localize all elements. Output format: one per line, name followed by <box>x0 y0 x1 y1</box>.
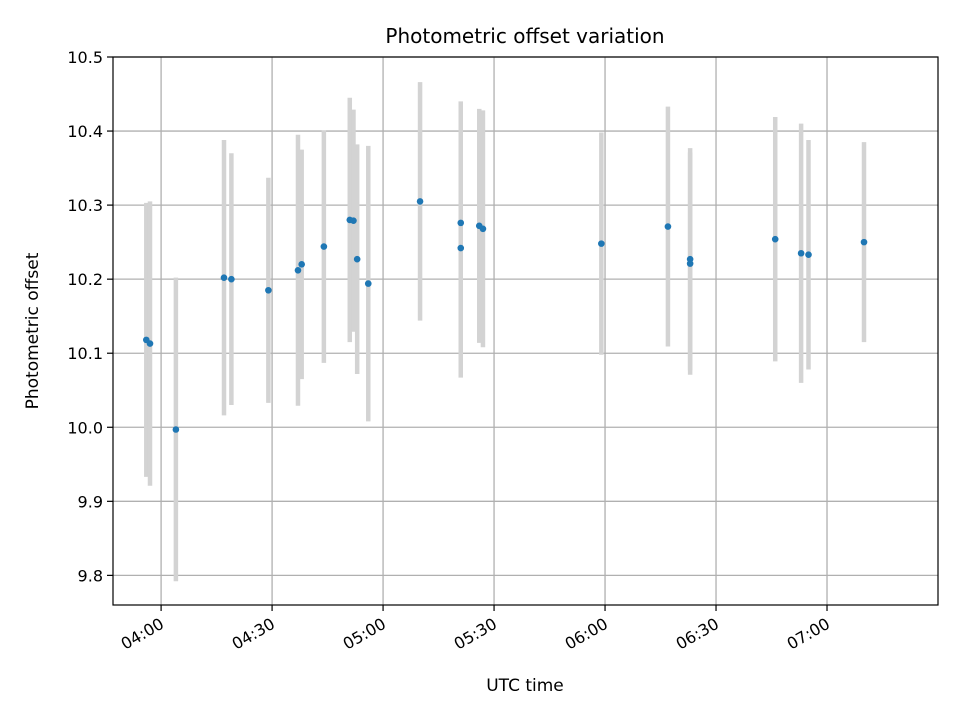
data-point <box>664 223 672 230</box>
plot-area <box>113 57 938 605</box>
data-point <box>805 251 812 259</box>
data-point <box>320 243 328 250</box>
data-point <box>364 280 372 287</box>
y-tick-label: 10.0 <box>67 418 103 437</box>
data-point <box>457 244 465 252</box>
data-point <box>298 261 305 268</box>
y-tick-label: 10.2 <box>67 270 103 289</box>
data-point <box>265 286 272 294</box>
y-tick-label: 10.1 <box>67 344 103 363</box>
data-point <box>172 426 180 433</box>
data-point <box>146 340 154 347</box>
y-axis-title: Photometric offset <box>23 252 43 409</box>
y-axis: 9.8 9.9 10.0 10.1 10.2 10.3 10.4 10.5 <box>67 48 113 585</box>
data-point <box>350 217 357 224</box>
data-point <box>294 266 302 274</box>
data-points <box>142 198 868 433</box>
data-point <box>416 198 424 205</box>
plot-frame <box>112 56 939 606</box>
x-axis-title: UTC time <box>486 676 564 696</box>
data-point <box>771 235 779 243</box>
data-point <box>479 225 487 233</box>
y-tick-label: 10.3 <box>67 196 103 215</box>
data-point <box>457 219 465 227</box>
y-tick-label: 10.5 <box>67 48 103 67</box>
data-point <box>228 275 235 283</box>
y-tick-label: 10.4 <box>67 122 103 141</box>
chart-title: Photometric offset variation <box>385 24 664 48</box>
y-tick-label: 9.9 <box>78 492 103 511</box>
data-point <box>353 255 361 263</box>
data-point <box>220 274 228 281</box>
data-point <box>598 240 605 247</box>
data-point <box>686 260 694 267</box>
data-point <box>797 249 805 257</box>
data-point <box>860 238 868 246</box>
y-tick-label: 9.8 <box>78 566 103 585</box>
